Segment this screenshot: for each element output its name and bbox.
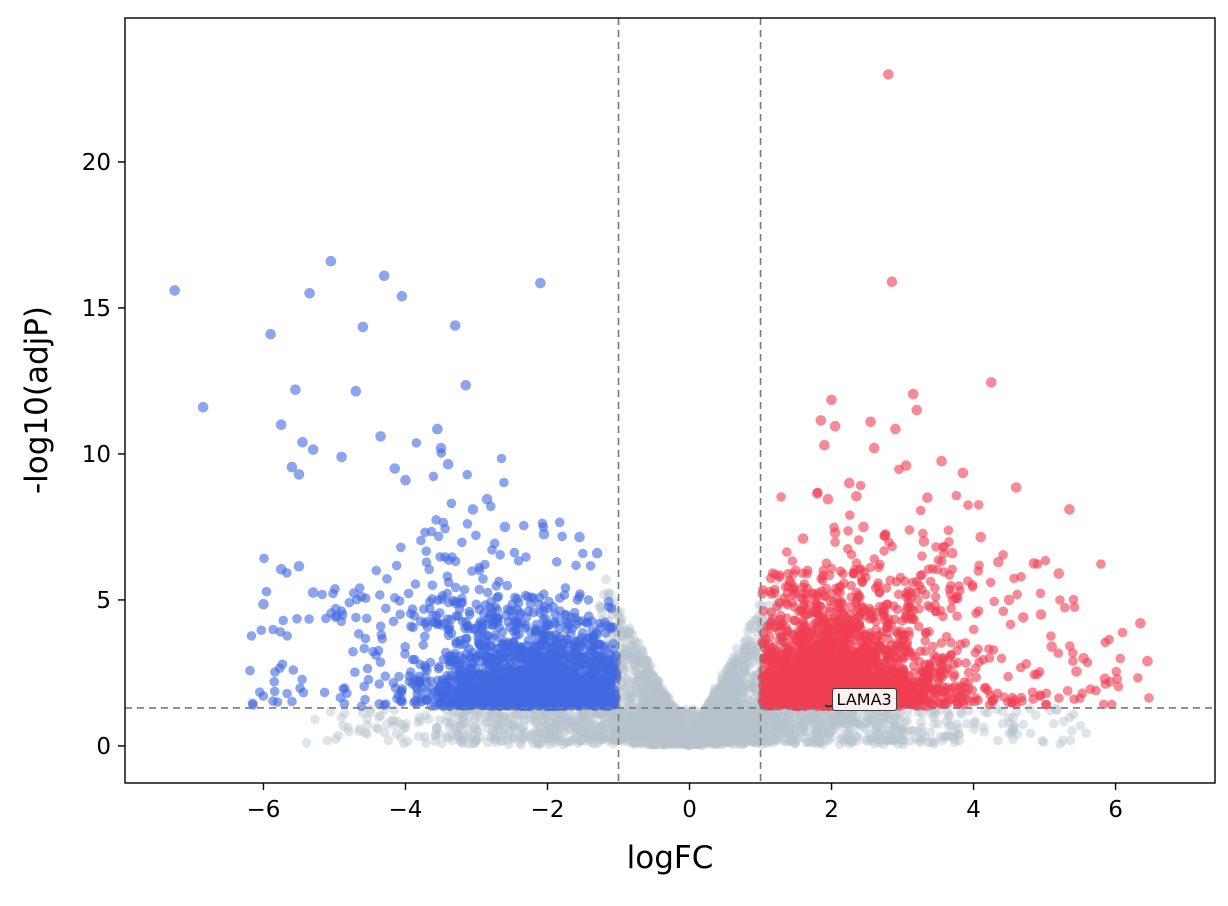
y-axis: 0 5 10 15 20: [82, 150, 125, 760]
x-tick-label: 2: [824, 797, 839, 823]
series-down-points: [328, 527, 614, 712]
y-axis-label: -log10(adjP): [19, 305, 55, 495]
x-tick-label: −4: [389, 797, 423, 823]
series-up-points: [770, 464, 1106, 619]
threshold-lines: [125, 18, 1215, 783]
y-tick-label: 10: [82, 442, 111, 468]
x-tick-label: −2: [531, 797, 565, 823]
series-down-highlight-points: [169, 255, 603, 610]
series-up-highlight-points: [797, 69, 1153, 685]
x-tick-label: 0: [682, 797, 697, 823]
plot-border: [124, 17, 1216, 784]
y-tick-label: 20: [82, 150, 111, 176]
x-axis: −6 −4 −2 0 2 4 6: [247, 783, 1123, 823]
y-tick-label: 15: [82, 296, 111, 322]
series-ns-points: [301, 703, 1091, 750]
series-up-points: [762, 526, 1088, 710]
x-axis-label: logFC: [626, 840, 714, 876]
x-tick-label: −6: [247, 797, 281, 823]
x-tick-label: 4: [966, 797, 981, 823]
series-down-points: [259, 438, 597, 634]
y-tick-label: 0: [96, 734, 111, 760]
annotation-lama3: LAMA3: [831, 687, 897, 711]
y-tick-label: 5: [96, 588, 111, 614]
series-down-points: [245, 586, 423, 710]
series-up-points: [985, 627, 1154, 710]
series-ns-points: [591, 574, 788, 751]
x-tick-label: 6: [1108, 797, 1123, 823]
